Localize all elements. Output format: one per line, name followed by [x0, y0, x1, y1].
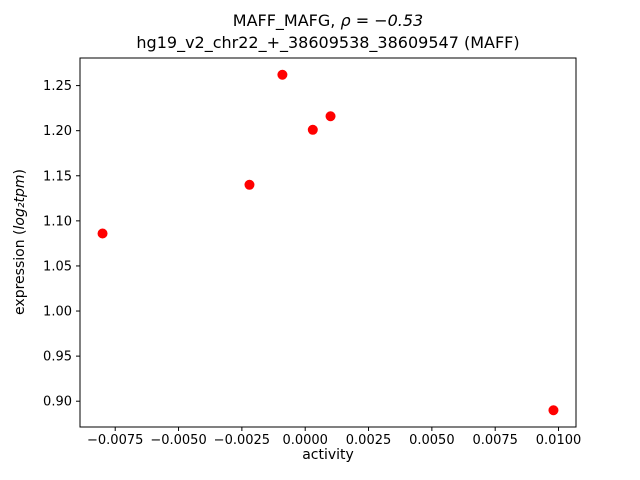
y-tick-label: 1.25 [43, 79, 72, 94]
chart-subtitle: hg19_v2_chr22_+_38609538_38609547 (MAFF) [136, 33, 520, 52]
data-point [325, 111, 336, 122]
y-axis-label-prefix: expression ( [12, 229, 28, 315]
y-tick-label: 1.10 [43, 214, 72, 229]
x-axis-label: activity [302, 447, 354, 463]
x-tick-label: −0.0050 [150, 433, 206, 448]
data-point [307, 124, 318, 135]
x-tick-label: 0.0100 [536, 433, 582, 448]
y-axis-label: expression (log₂tpm) [12, 169, 28, 315]
x-tick-label: −0.0075 [87, 433, 143, 448]
x-tick-label: 0.0050 [409, 433, 455, 448]
chart-title-rho-value: ρ = −0.53 [340, 11, 424, 30]
y-tick-label: 1.00 [43, 305, 72, 320]
data-point [97, 228, 108, 239]
x-tick-label: 0.0025 [346, 433, 392, 448]
y-tick-label: 1.20 [43, 124, 72, 139]
x-tick-label: −0.0025 [214, 433, 270, 448]
data-point [548, 405, 559, 416]
chart-title-prefix: MAFF_MAFG, [232, 11, 341, 30]
data-point [244, 179, 255, 190]
axes-frame [79, 57, 577, 428]
chart-title: MAFF_MAFG, ρ = −0.53 [80, 11, 576, 30]
y-axis-label-suffix: ) [12, 169, 28, 175]
y-axis-label-math: log₂tpm [12, 174, 28, 230]
y-tick-label: 0.90 [43, 395, 72, 410]
y-tick-label: 0.95 [43, 350, 72, 365]
data-point [277, 69, 288, 80]
x-tick-label: 0.0075 [472, 433, 518, 448]
y-tick-label: 1.05 [43, 259, 72, 274]
x-tick-label: 0.0000 [282, 433, 328, 448]
y-tick-label: 1.15 [43, 169, 72, 184]
